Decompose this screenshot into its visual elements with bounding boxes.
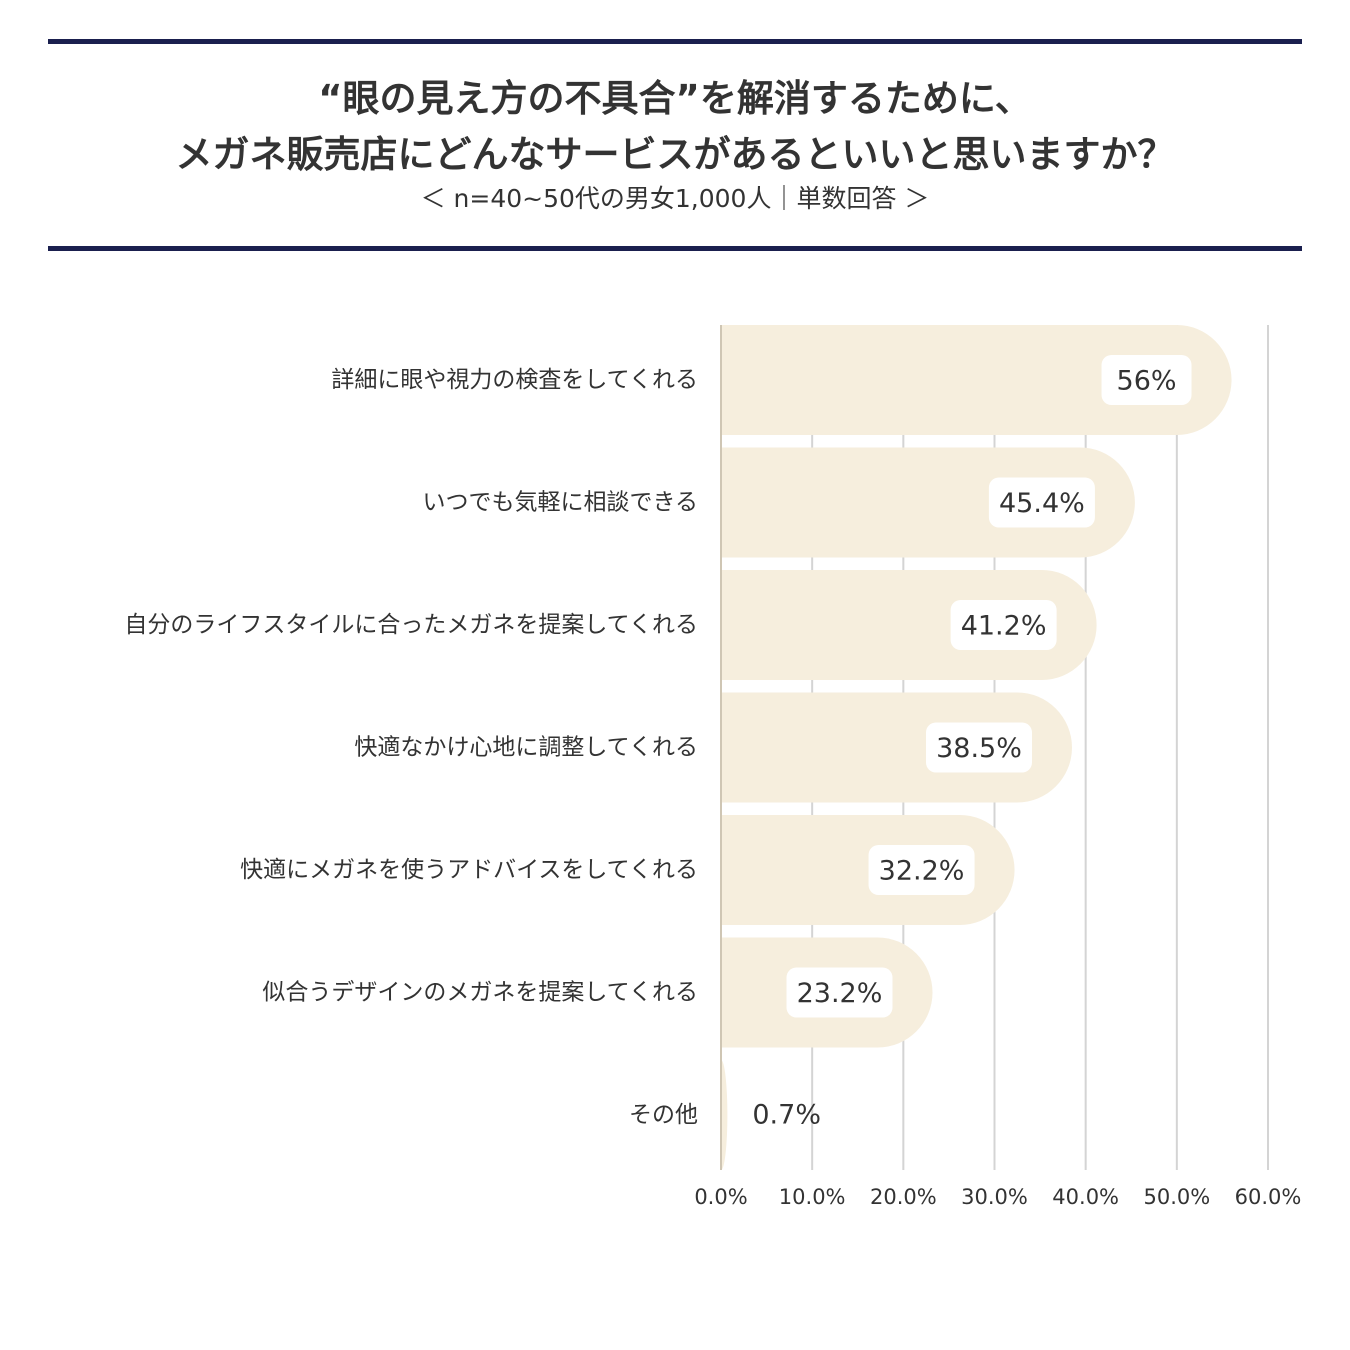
value-label-0: 56% — [1117, 366, 1177, 397]
header-top-rule — [48, 39, 1302, 44]
header-bottom-rule — [48, 246, 1302, 251]
value-label-3: 38.5% — [936, 733, 1022, 764]
value-label-6: 0.7% — [752, 1100, 821, 1131]
value-label-box-3 — [925, 722, 1032, 773]
bar-3 — [721, 692, 1072, 803]
x-tick-label-20: 20.0% — [870, 1185, 937, 1209]
bar-6 — [721, 1060, 728, 1170]
chart-subtitle: ＜ n=40~50代の男女1,000人｜単数回答 ＞ — [420, 184, 930, 213]
x-tick-label-0: 0.0% — [694, 1185, 747, 1209]
chart-title-line2: メガネ販売店にどんなサービスがあるといいと思いますか？ — [175, 133, 1175, 176]
value-label-box-1 — [988, 477, 1095, 528]
value-label-2: 41.2% — [961, 611, 1047, 642]
x-tick-label-30: 30.0% — [961, 1185, 1028, 1209]
value-label-5: 23.2% — [797, 978, 883, 1009]
value-label-box-0 — [1101, 355, 1192, 405]
value-label-box-2 — [950, 600, 1057, 650]
chart-title-line1: “眼の見え方の不具合”を解消するために、 — [318, 77, 1032, 120]
bar-4 — [721, 815, 1015, 925]
bar-0 — [721, 325, 1232, 435]
category-label-5: 似合うデザインのメガネを提案してくれる — [262, 980, 698, 1006]
x-tick-label-10: 10.0% — [779, 1185, 846, 1209]
bar-2 — [721, 570, 1097, 680]
x-tick-label-40: 40.0% — [1052, 1185, 1119, 1209]
bar-1 — [721, 447, 1135, 558]
category-label-2: 自分のライフスタイルに合ったメガネを提案してくれる — [124, 612, 698, 638]
value-label-box-5 — [786, 967, 893, 1018]
category-label-6: その他 — [629, 1102, 698, 1128]
category-label-4: 快適にメガネを使うアドバイスをしてくれる — [240, 857, 698, 883]
category-label-1: いつでも気軽に相談できる — [422, 490, 698, 516]
value-label-1: 45.4% — [999, 488, 1085, 519]
value-label-box-4 — [868, 845, 975, 895]
x-tick-label-60: 60.0% — [1235, 1185, 1302, 1209]
category-label-3: 快適なかけ心地に調整してくれる — [354, 735, 698, 761]
x-tick-label-50: 50.0% — [1143, 1185, 1210, 1209]
category-label-0: 詳細に眼や視力の検査をしてくれる — [331, 367, 698, 393]
value-label-4: 32.2% — [879, 856, 965, 887]
